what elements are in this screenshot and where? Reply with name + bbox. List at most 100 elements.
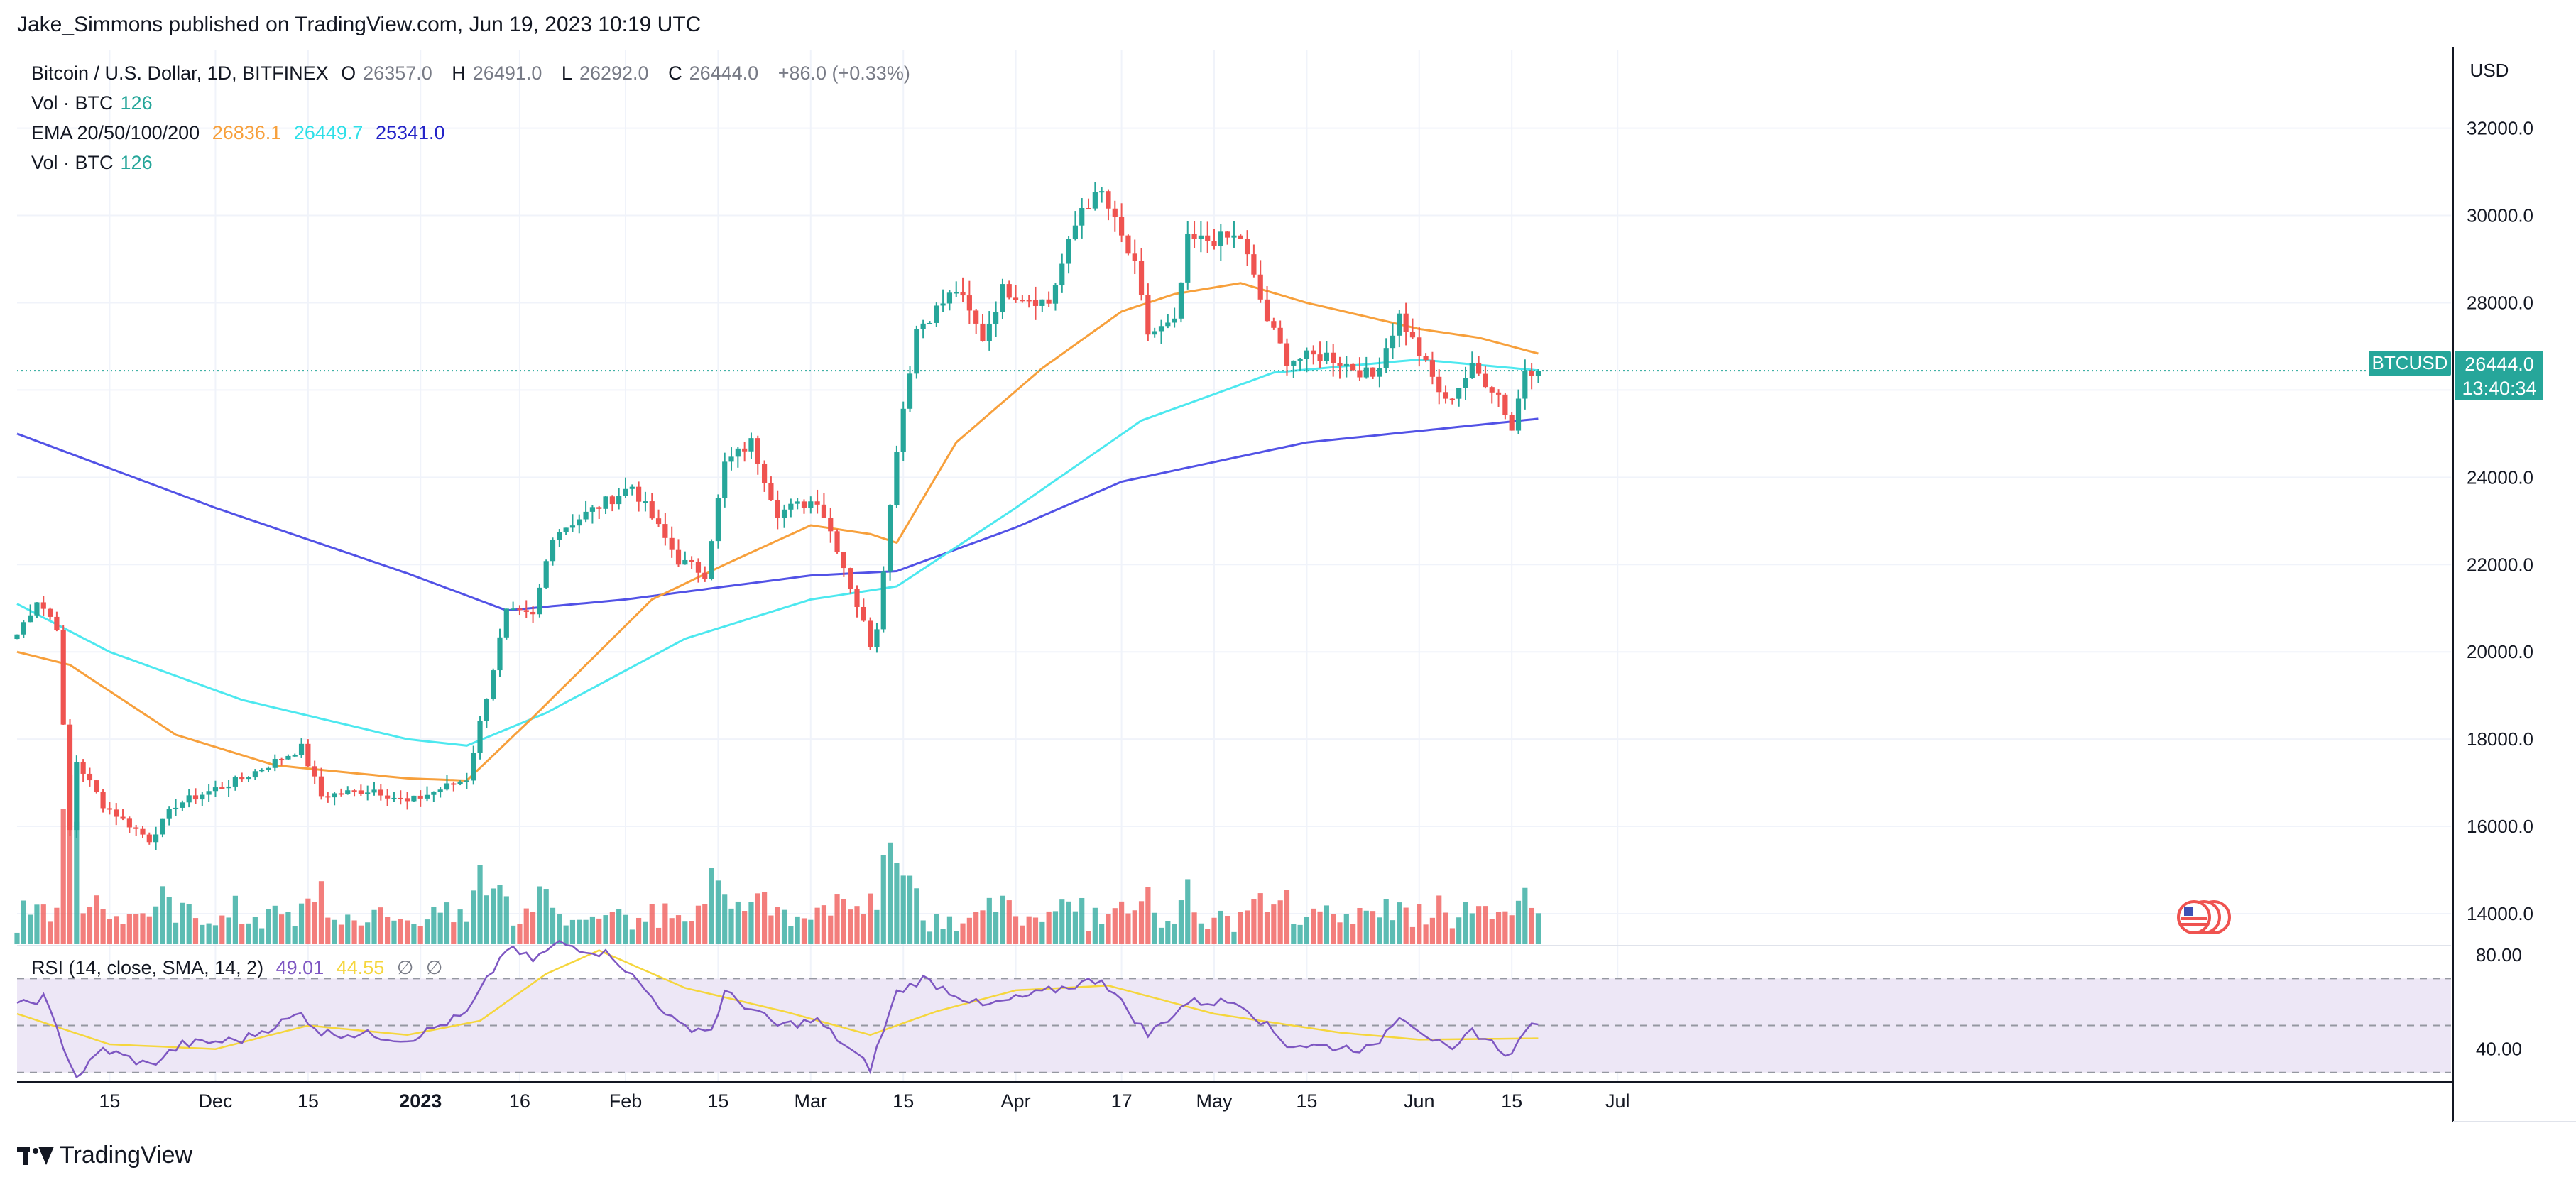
candle-body [814, 501, 820, 505]
volume-bar [114, 916, 119, 944]
candle-body [1277, 327, 1283, 344]
legend-symbol-row[interactable]: Bitcoin / U.S. Dollar, 1D, BITFINEX O 263… [31, 62, 917, 84]
volume-bar [848, 909, 853, 944]
volume-bar [252, 917, 258, 944]
candle-body [232, 777, 238, 787]
volume-bar [272, 905, 278, 944]
volume-bar [828, 915, 834, 944]
candle-body [385, 795, 391, 799]
candle-body [1257, 274, 1263, 300]
time-tick-label: Jul [1605, 1090, 1630, 1112]
candle-body [643, 501, 648, 503]
candle-body [1463, 378, 1468, 388]
volume-bar [603, 915, 608, 944]
volume-bar [1191, 912, 1197, 944]
volume-bar [1343, 914, 1349, 944]
candle-body [788, 503, 794, 510]
volume-bar [887, 842, 893, 944]
volume-bar [1006, 900, 1012, 944]
time-tick-label: 16 [509, 1090, 530, 1112]
volume-bar [1092, 907, 1098, 944]
candle-body [1515, 398, 1522, 431]
candle-body [834, 531, 840, 552]
candle-body [1456, 388, 1462, 399]
candle-body [795, 501, 800, 504]
volume-bar [609, 912, 615, 944]
legend-ema-row[interactable]: EMA 20/50/100/200 26836.1 26449.7 25341.… [31, 122, 452, 144]
candle-body [1032, 300, 1039, 306]
volume-bar [1138, 901, 1145, 944]
volume-bar [557, 914, 562, 944]
candle-body [728, 456, 734, 462]
volume-bar [417, 926, 423, 944]
volume-bar [100, 909, 106, 944]
country-flags-marker[interactable] [2177, 900, 2231, 934]
legend-vol-row[interactable]: Vol · BTC 126 [31, 92, 160, 114]
volume-bar [1238, 912, 1243, 944]
volume-bar [1125, 913, 1131, 944]
volume-bar [801, 918, 807, 944]
rsi-sma-value: 44.55 [336, 957, 385, 978]
volume-bar [503, 896, 509, 944]
candle-body [1522, 370, 1528, 399]
candle-body [1013, 297, 1019, 300]
volume-bar [1403, 907, 1409, 944]
legend-change: +86.0 (+0.33%) [777, 62, 910, 84]
candle-body [854, 589, 860, 607]
candle-body [1059, 263, 1065, 286]
candle-body [1244, 239, 1250, 255]
volume-bar [345, 914, 351, 944]
candle-body [1218, 231, 1223, 246]
legend-vol-value: 126 [120, 92, 153, 114]
volume-bar [517, 924, 523, 944]
candle-body [986, 323, 992, 341]
candle-body [781, 509, 787, 518]
candle-body [153, 834, 159, 843]
volume-bar [477, 865, 483, 944]
volume-bar [358, 925, 364, 944]
volume-bar [735, 901, 741, 944]
candle-body [166, 809, 172, 819]
candle-body [298, 743, 305, 755]
volume-bar [279, 914, 285, 944]
candle-body [735, 448, 741, 457]
candle-body [1152, 331, 1157, 335]
volume-bar [623, 914, 628, 944]
legend-o-val: 26357.0 [363, 62, 432, 84]
candle-body [471, 753, 476, 781]
volume-bar [332, 919, 337, 944]
candle-body [682, 559, 688, 565]
legend-ema50-value: 26449.7 [293, 122, 364, 143]
volume-bar [907, 875, 913, 944]
legend-vol-label: Vol · BTC [31, 92, 114, 114]
candle-body [755, 438, 760, 464]
candle-body [1046, 299, 1052, 304]
rsi-na-1: ∅ [396, 957, 414, 978]
volume-bar [120, 924, 126, 944]
candle-body [1205, 235, 1211, 241]
candle-body [503, 608, 509, 638]
volume-bar [616, 909, 622, 944]
candle-body [1284, 343, 1290, 366]
candle-body [980, 323, 986, 341]
volume-bar [1443, 912, 1448, 944]
volume-bar [166, 897, 172, 944]
volume-bar [1377, 917, 1382, 944]
volume-bar [371, 909, 377, 944]
volume-bar [232, 895, 238, 944]
candle-body [946, 292, 953, 304]
volume-bar [491, 888, 496, 944]
legend-vol2-value: 126 [120, 152, 153, 173]
volume-bar [880, 855, 886, 944]
volume-bar [1244, 910, 1250, 944]
volume-bar [1106, 914, 1111, 944]
legend-symbol: Bitcoin / U.S. Dollar, 1D, BITFINEX [31, 62, 329, 84]
rsi-legend[interactable]: RSI (14, close, SMA, 14, 2) 49.01 44.55 … [31, 957, 449, 979]
volume-bar [1463, 902, 1468, 944]
volume-bar [1337, 922, 1343, 944]
legend-vol2-row[interactable]: Vol · BTC 126 [31, 152, 160, 174]
footer-brand[interactable]: TradingView [17, 1142, 192, 1169]
volume-bar [1509, 915, 1515, 944]
volume-bar [94, 895, 99, 944]
